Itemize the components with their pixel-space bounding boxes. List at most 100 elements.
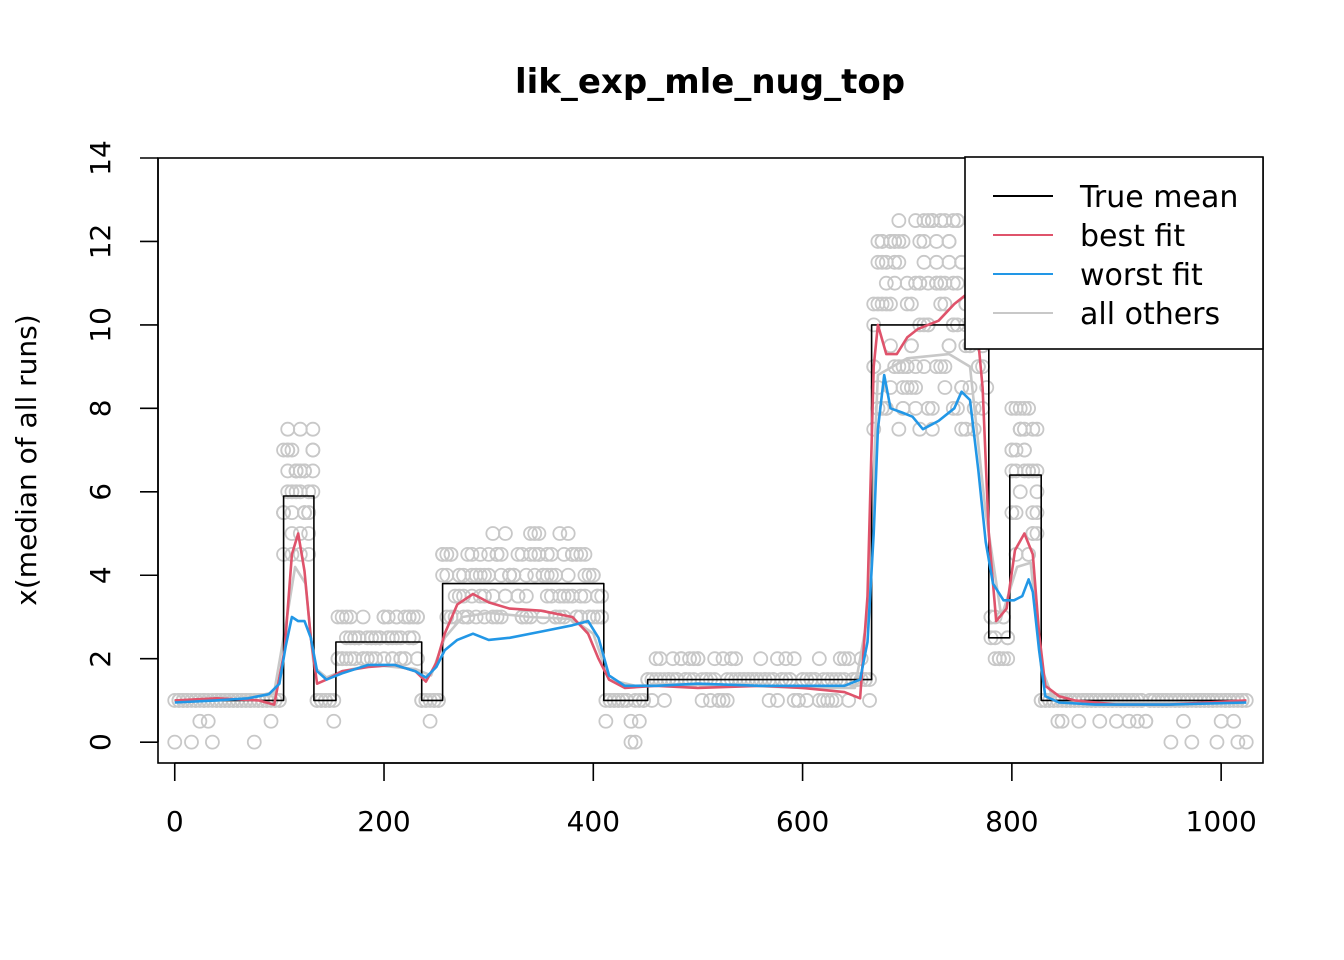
- observation-point: [1021, 400, 1037, 416]
- y-axis: 0 2 4 6 8 10 12 14: [84, 140, 159, 751]
- observation-point: [891, 421, 907, 437]
- observation-point: [192, 713, 208, 729]
- observation-point: [585, 609, 601, 625]
- observation-point: [908, 400, 923, 416]
- observation-point: [945, 400, 961, 416]
- observation-point: [276, 442, 291, 458]
- observation-point: [1163, 734, 1179, 750]
- observation-point: [477, 567, 492, 583]
- observation-point: [908, 380, 923, 395]
- observation-point: [598, 713, 614, 729]
- observation-point: [498, 526, 513, 541]
- observation-point: [1109, 713, 1124, 729]
- observation-point: [937, 359, 953, 375]
- observation-point: [493, 609, 509, 625]
- observation-point: [904, 338, 919, 354]
- observation-point: [891, 213, 907, 228]
- observation-point: [866, 421, 882, 437]
- observation-point: [778, 651, 794, 667]
- y-tick-label: 14: [84, 140, 117, 176]
- observation-point: [916, 359, 932, 375]
- legend: True mean best fit worst fit all others: [964, 156, 1264, 350]
- observation-point: [1029, 484, 1045, 500]
- observation-point: [908, 359, 923, 375]
- observation-point: [581, 567, 597, 583]
- observation-point: [887, 254, 903, 270]
- observation-point: [824, 693, 840, 708]
- observation-point: [1209, 734, 1225, 750]
- observation-point: [899, 380, 915, 395]
- observation-point: [518, 588, 534, 604]
- observation-point: [623, 713, 639, 729]
- observation-point: [991, 651, 1007, 667]
- observation-point: [962, 380, 978, 395]
- observation-point: [280, 442, 296, 458]
- observation-point: [355, 609, 371, 625]
- observation-point: [560, 567, 576, 583]
- observation-point: [284, 484, 300, 500]
- observation-point: [485, 588, 501, 604]
- observation-point: [560, 526, 576, 541]
- observation-point: [167, 734, 183, 750]
- observation-point: [527, 526, 543, 541]
- observation-point: [393, 651, 409, 667]
- observation-point: [790, 693, 806, 708]
- observation-point: [891, 254, 907, 270]
- observation-point: [200, 713, 216, 729]
- x-tick-label: 600: [776, 805, 829, 838]
- observation-point: [585, 567, 601, 583]
- observation-point: [523, 546, 538, 562]
- observation-point: [770, 651, 785, 667]
- observation-point: [887, 234, 903, 249]
- observation-point: [945, 275, 961, 291]
- observation-point: [338, 651, 354, 667]
- observation-point: [1017, 400, 1032, 416]
- observation-point: [343, 630, 358, 646]
- observation-point: [728, 651, 744, 667]
- observation-point: [694, 693, 710, 708]
- observation-point: [1050, 713, 1066, 729]
- observation-point: [715, 693, 731, 708]
- observation-point: [447, 588, 463, 604]
- observation-point: [594, 609, 610, 625]
- observation-point: [786, 651, 802, 667]
- observation-point: [401, 630, 417, 646]
- observation-point: [1017, 442, 1032, 458]
- observation-point: [1021, 463, 1037, 479]
- observation-point: [443, 546, 459, 562]
- observation-point: [916, 213, 932, 228]
- observation-point: [832, 651, 848, 667]
- series-line-worst-fit: [174, 373, 1247, 706]
- observation-point: [464, 546, 480, 562]
- observation-point: [263, 713, 279, 729]
- observation-point: [891, 234, 907, 249]
- observation-point: [904, 380, 919, 395]
- observation-point: [472, 567, 488, 583]
- observation-point: [924, 421, 940, 437]
- x-tick-label: 1000: [1186, 805, 1257, 838]
- observation-point: [435, 567, 451, 583]
- observation-point: [523, 526, 538, 541]
- observation-point: [811, 651, 827, 667]
- observation-point: [937, 296, 953, 312]
- y-tick-label: 12: [84, 224, 117, 260]
- observation-point: [899, 296, 915, 312]
- observation-point: [539, 546, 555, 562]
- observation-point: [711, 693, 727, 708]
- observation-point: [489, 609, 505, 625]
- observation-point: [924, 400, 940, 416]
- observation-point: [485, 609, 501, 625]
- observation-point: [531, 526, 547, 541]
- observation-point: [284, 505, 300, 521]
- observation-point: [1004, 505, 1020, 521]
- observation-point: [246, 734, 262, 750]
- observation-point: [305, 463, 321, 479]
- observation-point: [510, 588, 526, 604]
- observation-point: [883, 296, 898, 312]
- observation-point: [648, 651, 664, 667]
- observation-point: [979, 380, 995, 395]
- y-tick-label: 6: [84, 483, 117, 501]
- observation-point: [1238, 734, 1254, 750]
- observation-point: [933, 296, 949, 312]
- y-tick-label: 4: [84, 566, 117, 584]
